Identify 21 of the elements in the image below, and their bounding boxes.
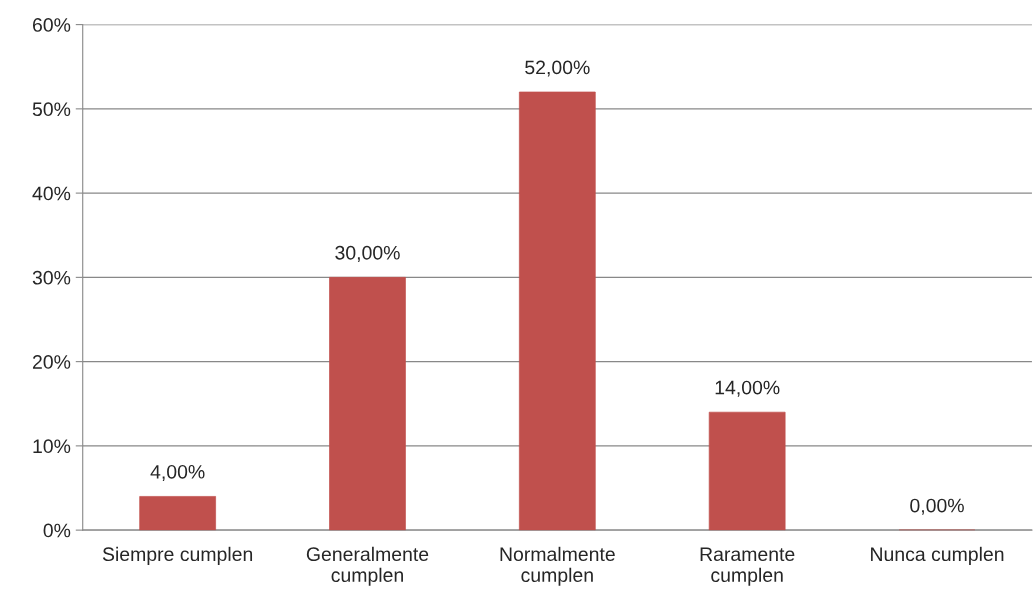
y-tick-label: 40% bbox=[32, 186, 71, 201]
data-label: 4,00% bbox=[150, 464, 205, 481]
data-label: 30,00% bbox=[335, 245, 400, 262]
y-tick-label: 20% bbox=[32, 355, 71, 369]
y-tick-label: 50% bbox=[32, 102, 71, 117]
y-tick-label: 0% bbox=[43, 523, 71, 538]
x-tick-label: Raramente cumplen bbox=[700, 547, 795, 586]
x-tick-label: Siempre cumplen bbox=[102, 546, 253, 565]
x-tick-label: Nunca cumplen bbox=[871, 546, 1004, 565]
y-tick-label: 30% bbox=[32, 270, 71, 285]
bar bbox=[708, 411, 786, 531]
y-tick-label: 60% bbox=[32, 18, 71, 32]
data-label: 14,00% bbox=[715, 380, 780, 397]
data-label: 0,00% bbox=[910, 498, 964, 515]
x-tick-label: Generalmente cumplen bbox=[306, 546, 429, 586]
x-tick-label: Normalmente cumplen bbox=[500, 546, 615, 586]
bar bbox=[519, 91, 596, 531]
bar bbox=[139, 496, 216, 531]
bar bbox=[329, 277, 406, 531]
data-label: 52,00% bbox=[525, 60, 590, 77]
y-tick-label: 10% bbox=[33, 439, 71, 454]
